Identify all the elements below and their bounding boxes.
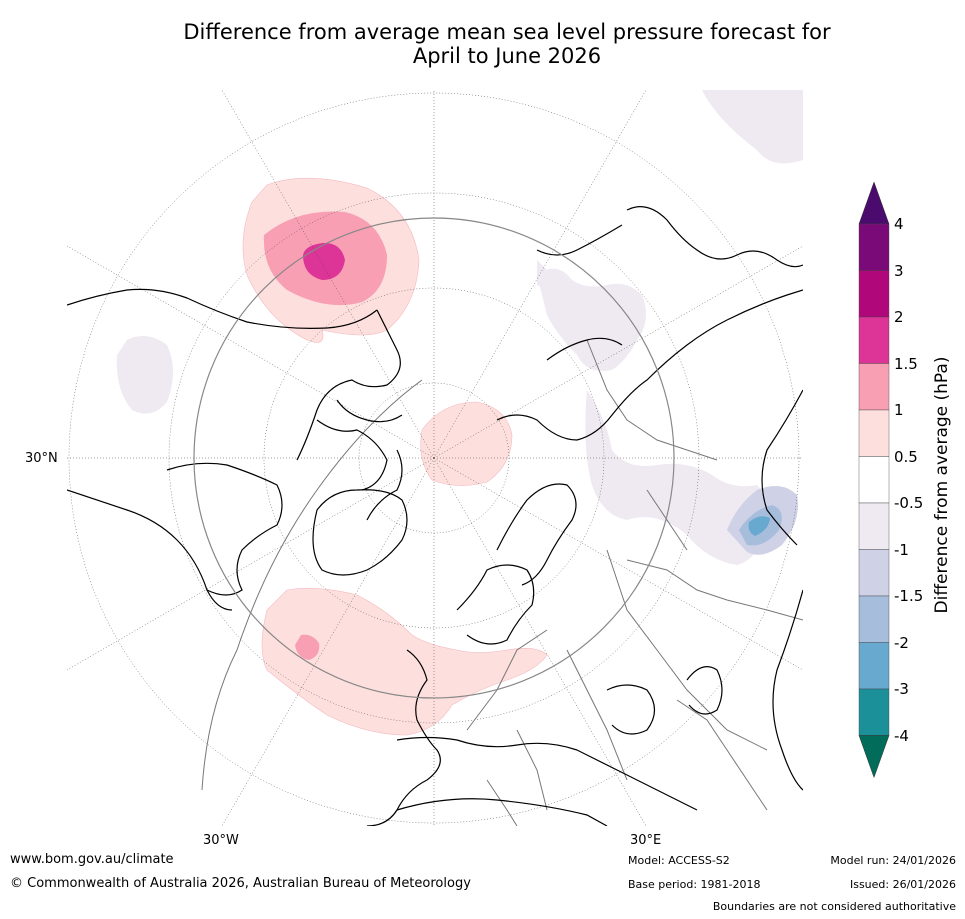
colorbar-block <box>858 688 890 736</box>
footer-copyright: © Commonwealth of Australia 2026, Austra… <box>10 876 471 891</box>
anomaly-patch-negative-siberia-2 <box>585 390 769 565</box>
colorbar-block <box>858 270 890 318</box>
footer-boundaries: Boundaries are not considered authoritat… <box>712 900 956 913</box>
colorbar-block <box>858 642 890 690</box>
colorbar-tick-label: -1.5 <box>894 587 924 605</box>
colorbar-tick-label: 0.5 <box>894 447 918 466</box>
footer-base-period: Base period: 1981-2018 <box>628 878 761 891</box>
colorbar-block <box>858 595 890 643</box>
colorbar-blocks <box>858 181 890 779</box>
colorbar-tick-label: 4 <box>894 215 904 233</box>
anomaly-patch-negative-ne <box>702 90 803 164</box>
anomaly-patch-negative-siberia-1 <box>537 268 646 371</box>
footer-url[interactable]: www.bom.gov.au/climate <box>10 852 174 867</box>
anomaly-patch-atlantic-1 <box>295 634 320 660</box>
graticule <box>67 90 803 826</box>
map-boundary-circle <box>193 217 675 699</box>
colorbar-block <box>858 502 890 550</box>
lat-label-30n: 30°N <box>25 451 58 466</box>
title-line-2: April to June 2026 <box>412 44 602 68</box>
colorbar-arrow-top <box>858 181 890 225</box>
anomaly-patch-negative-asia-2 <box>748 516 770 536</box>
footer-model-run: Model run: 24/01/2026 <box>830 854 956 867</box>
country-boundaries <box>201 339 803 826</box>
colorbar-tick-label: 3 <box>894 261 904 280</box>
footer-issued: Issued: 26/01/2026 <box>849 878 956 891</box>
colorbar-block <box>858 409 890 457</box>
anomaly-patch-atlantic-0.5 <box>261 588 548 736</box>
colorbar-block <box>858 223 890 271</box>
colorbar-block <box>858 549 890 597</box>
colorbar-tick-label: -2 <box>894 633 909 652</box>
colorbar-block <box>858 316 890 364</box>
title-line-1: Difference from average mean sea level p… <box>183 20 831 44</box>
anomaly-patch-negative-siberia-3 <box>537 260 557 287</box>
lon-label-30e: 30°E <box>630 833 662 848</box>
colorbar-tick-label: -0.5 <box>894 494 924 512</box>
colorbar-tick-label: -1 <box>894 540 909 559</box>
colorbar-title: Difference from average (hPa) <box>932 356 952 614</box>
anomaly-patch-pacific-1.5 <box>303 242 345 280</box>
anomaly-shading <box>116 90 803 736</box>
colorbar-arrow-bottom <box>858 735 890 779</box>
colorbar-tick-label: -4 <box>894 726 909 745</box>
map-title: Difference from average mean sea level p… <box>0 20 965 68</box>
colorbar-block <box>858 456 890 504</box>
colorbar-tick-label: 1.5 <box>894 354 918 373</box>
colorbar-tick-label: 1 <box>894 401 904 419</box>
coastlines <box>67 206 803 826</box>
lon-label-30w: 30°W <box>203 833 239 848</box>
footer-model: Model: ACCESS-S2 <box>628 854 730 867</box>
anomaly-patch-negative-pacific <box>116 336 173 414</box>
colorbar-block <box>858 363 890 411</box>
colorbar-tick-label: 2 <box>894 308 904 326</box>
polar-map <box>67 90 803 826</box>
colorbar-tick-label: -3 <box>894 680 909 698</box>
